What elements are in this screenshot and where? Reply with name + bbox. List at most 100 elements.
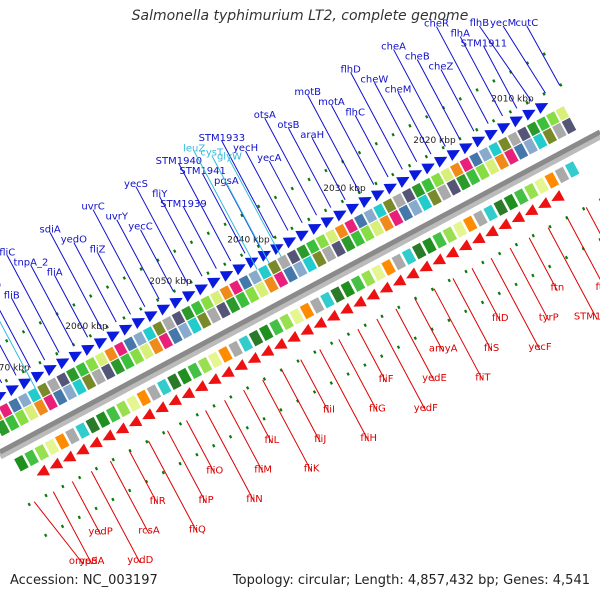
- rna-gene-label: cysT: [200, 147, 224, 158]
- forward-gene-label: uvrY: [106, 212, 129, 223]
- forward-gene-block: [219, 285, 234, 301]
- forward-gene-block: [158, 332, 174, 350]
- forward-gene-label-leader: [526, 25, 561, 86]
- tick-dot: [273, 235, 277, 240]
- figure-title: Salmonella typhimurium LT2, complete gen…: [131, 8, 469, 24]
- reverse-gene-arrow: [260, 344, 275, 356]
- forward-gene-block: [507, 131, 522, 147]
- forward-gene-block: [440, 167, 454, 183]
- tick-dot: [21, 369, 25, 374]
- forward-gene-label: cheZ: [429, 61, 454, 72]
- forward-gene-label-leader: [330, 105, 375, 185]
- tick-dot: [21, 329, 26, 334]
- forward-gene-arrow: [106, 331, 120, 343]
- reverse-gene-arrow: [326, 309, 341, 321]
- forward-gene-arrow: [156, 304, 171, 316]
- forward-gene-block: [43, 394, 58, 411]
- tick-dot: [94, 466, 99, 471]
- tick-dot: [5, 338, 9, 343]
- forward-gene-label-leader: [92, 209, 146, 307]
- forward-gene-block: [296, 244, 310, 260]
- tick-dot: [391, 172, 395, 177]
- forward-gene-block: [427, 189, 442, 206]
- reverse-gene-label: fliO: [206, 465, 223, 476]
- forward-gene-arrow: [396, 176, 410, 188]
- tick-dot: [525, 101, 529, 105]
- forward-gene-arrow: [433, 156, 448, 168]
- reverse-gene-arrow: [313, 316, 328, 328]
- forward-gene-label: fliB: [4, 290, 20, 301]
- tick-dot: [195, 452, 199, 457]
- forward-gene-label: cheW: [360, 74, 388, 85]
- forward-gene-block: [75, 362, 90, 377]
- kbp-tick-label: 2060 kbp: [65, 322, 108, 332]
- tick-dot: [458, 97, 462, 101]
- tick-dot: [229, 395, 233, 399]
- backbone: [0, 129, 600, 455]
- tick-dot: [380, 314, 384, 319]
- forward-gene-arrow: [30, 371, 45, 383]
- reverse-gene-label-leader: [338, 339, 378, 412]
- forward-gene-block: [446, 179, 462, 196]
- reverse-gene-block: [411, 242, 427, 260]
- accession-label: Accession: NC_003197: [10, 573, 158, 588]
- forward-gene-arrow: [68, 351, 82, 363]
- reverse-gene-label: fliF: [379, 374, 394, 385]
- tick-dot: [307, 217, 311, 222]
- forward-gene-block: [469, 152, 483, 168]
- reverse-gene-label-leader: [433, 288, 484, 381]
- reverse-gene-label-leader: [243, 389, 273, 444]
- forward-gene-block: [325, 228, 339, 244]
- forward-gene-label: STM1941: [179, 166, 226, 177]
- reverse-gene-arrow: [102, 429, 117, 441]
- tick-dot: [257, 204, 261, 209]
- forward-gene-label: fliZ: [90, 245, 106, 256]
- forward-gene-block: [350, 230, 366, 247]
- forward-gene-block: [504, 148, 519, 165]
- tick-dot: [407, 163, 412, 168]
- forward-gene-arrow: [496, 123, 511, 135]
- tick-dot: [195, 412, 199, 417]
- tick-dot: [514, 242, 519, 247]
- forward-gene-block: [475, 163, 490, 181]
- tick-dot: [508, 109, 513, 114]
- forward-gene-label-leader: [245, 150, 289, 231]
- tick-dot: [357, 150, 362, 155]
- forward-gene-label: otsA: [254, 110, 276, 121]
- forward-gene-block: [142, 326, 157, 342]
- tick-dot: [212, 404, 216, 408]
- forward-gene-block: [450, 162, 464, 178]
- forward-gene-arrow: [207, 277, 221, 289]
- forward-gene-label-leader: [202, 173, 246, 254]
- forward-gene-arrow: [5, 385, 19, 397]
- tick-dot: [38, 321, 42, 325]
- forward-gene-block: [85, 356, 99, 372]
- forward-gene-arrow: [421, 163, 435, 175]
- reverse-gene-label-leader: [395, 308, 435, 382]
- reverse-gene-block: [75, 422, 90, 439]
- reverse-gene-arrow: [458, 239, 473, 251]
- reverse-gene-label-leader: [109, 460, 150, 534]
- reverse-gene-block: [564, 161, 580, 178]
- reverse-gene-arrow: [472, 232, 486, 244]
- forward-gene-label: yecM: [490, 18, 516, 29]
- reverse-gene-label: STM1934: [574, 311, 600, 322]
- reverse-gene-block: [330, 286, 345, 303]
- reverse-gene-block: [146, 384, 162, 401]
- forward-gene-arrow: [181, 291, 196, 303]
- tick-dot: [256, 244, 261, 249]
- reverse-gene-block: [462, 215, 478, 233]
- tick-dot: [27, 502, 31, 507]
- forward-gene-label: yecH: [233, 143, 258, 154]
- reverse-gene-label-leader: [547, 227, 598, 320]
- forward-gene-block: [344, 218, 358, 234]
- reverse-gene-label: fliP: [199, 495, 214, 506]
- forward-gene-block: [363, 208, 378, 224]
- forward-gene-block: [200, 295, 214, 311]
- tick-dot: [397, 305, 401, 310]
- tick-dot: [324, 168, 328, 173]
- forward-gene-block: [421, 177, 435, 193]
- forward-gene-block: [536, 116, 550, 132]
- reverse-gene-label: fliL: [265, 435, 280, 446]
- forward-gene-arrow: [118, 324, 133, 336]
